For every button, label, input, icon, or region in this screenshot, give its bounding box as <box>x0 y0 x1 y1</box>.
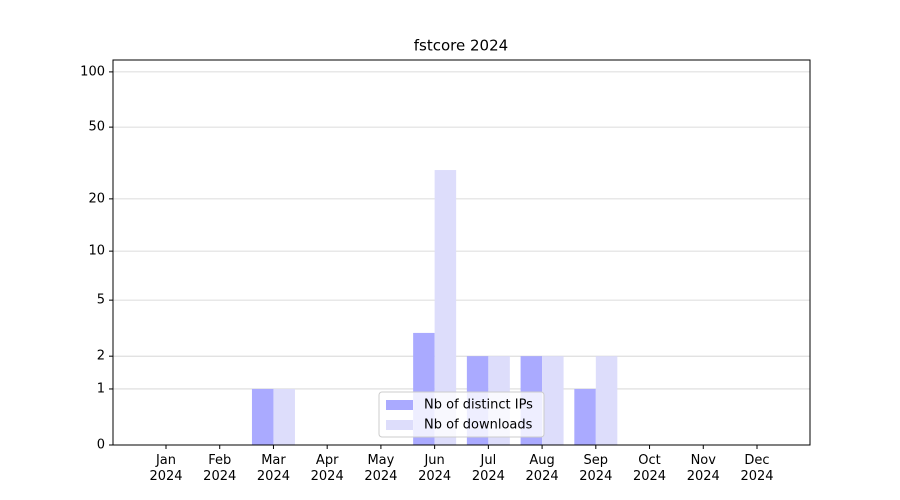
x-tick-label: Sep 2024 <box>579 453 613 484</box>
legend-box <box>378 391 545 438</box>
plot-frame <box>112 59 811 446</box>
bar <box>434 170 457 445</box>
bar <box>595 356 618 445</box>
x-tick-label: May 2024 <box>364 453 398 484</box>
x-tick-label: Aug 2024 <box>525 453 559 484</box>
bar <box>251 388 274 445</box>
x-tick-label: Jul 2024 <box>471 453 505 484</box>
y-tick-label: 50 <box>88 120 105 135</box>
y-tick-label: 1 <box>97 381 105 396</box>
y-tick-label: 5 <box>97 293 105 308</box>
legend-swatch <box>386 400 413 410</box>
bar <box>273 388 295 445</box>
x-tick-label: Mar 2024 <box>256 453 290 484</box>
chart-title: fstcore 2024 <box>414 37 508 55</box>
x-tick-label: Feb 2024 <box>203 453 237 484</box>
y-tick-label: 0 <box>97 438 105 453</box>
x-tick-label: Jan 2024 <box>149 453 183 484</box>
x-tick-label: Apr 2024 <box>310 453 344 484</box>
x-tick-label: Jun 2024 <box>418 453 452 484</box>
y-tick-label: 20 <box>88 191 105 206</box>
bar <box>574 388 596 445</box>
y-tick-label: 10 <box>88 244 105 259</box>
legend-label: Nb of downloads <box>424 418 533 433</box>
y-tick-label: 2 <box>97 349 105 364</box>
x-tick-label: Dec 2024 <box>740 453 774 484</box>
legend-label: Nb of distinct IPs <box>424 398 533 413</box>
x-tick-label: Nov 2024 <box>686 453 720 484</box>
x-tick-label: Oct 2024 <box>632 453 667 484</box>
legend: Nb of distinct IPs Nb of downloads <box>378 391 545 438</box>
y-tick-label: 100 <box>80 64 105 79</box>
legend-swatch <box>386 420 413 430</box>
bar <box>542 356 564 445</box>
